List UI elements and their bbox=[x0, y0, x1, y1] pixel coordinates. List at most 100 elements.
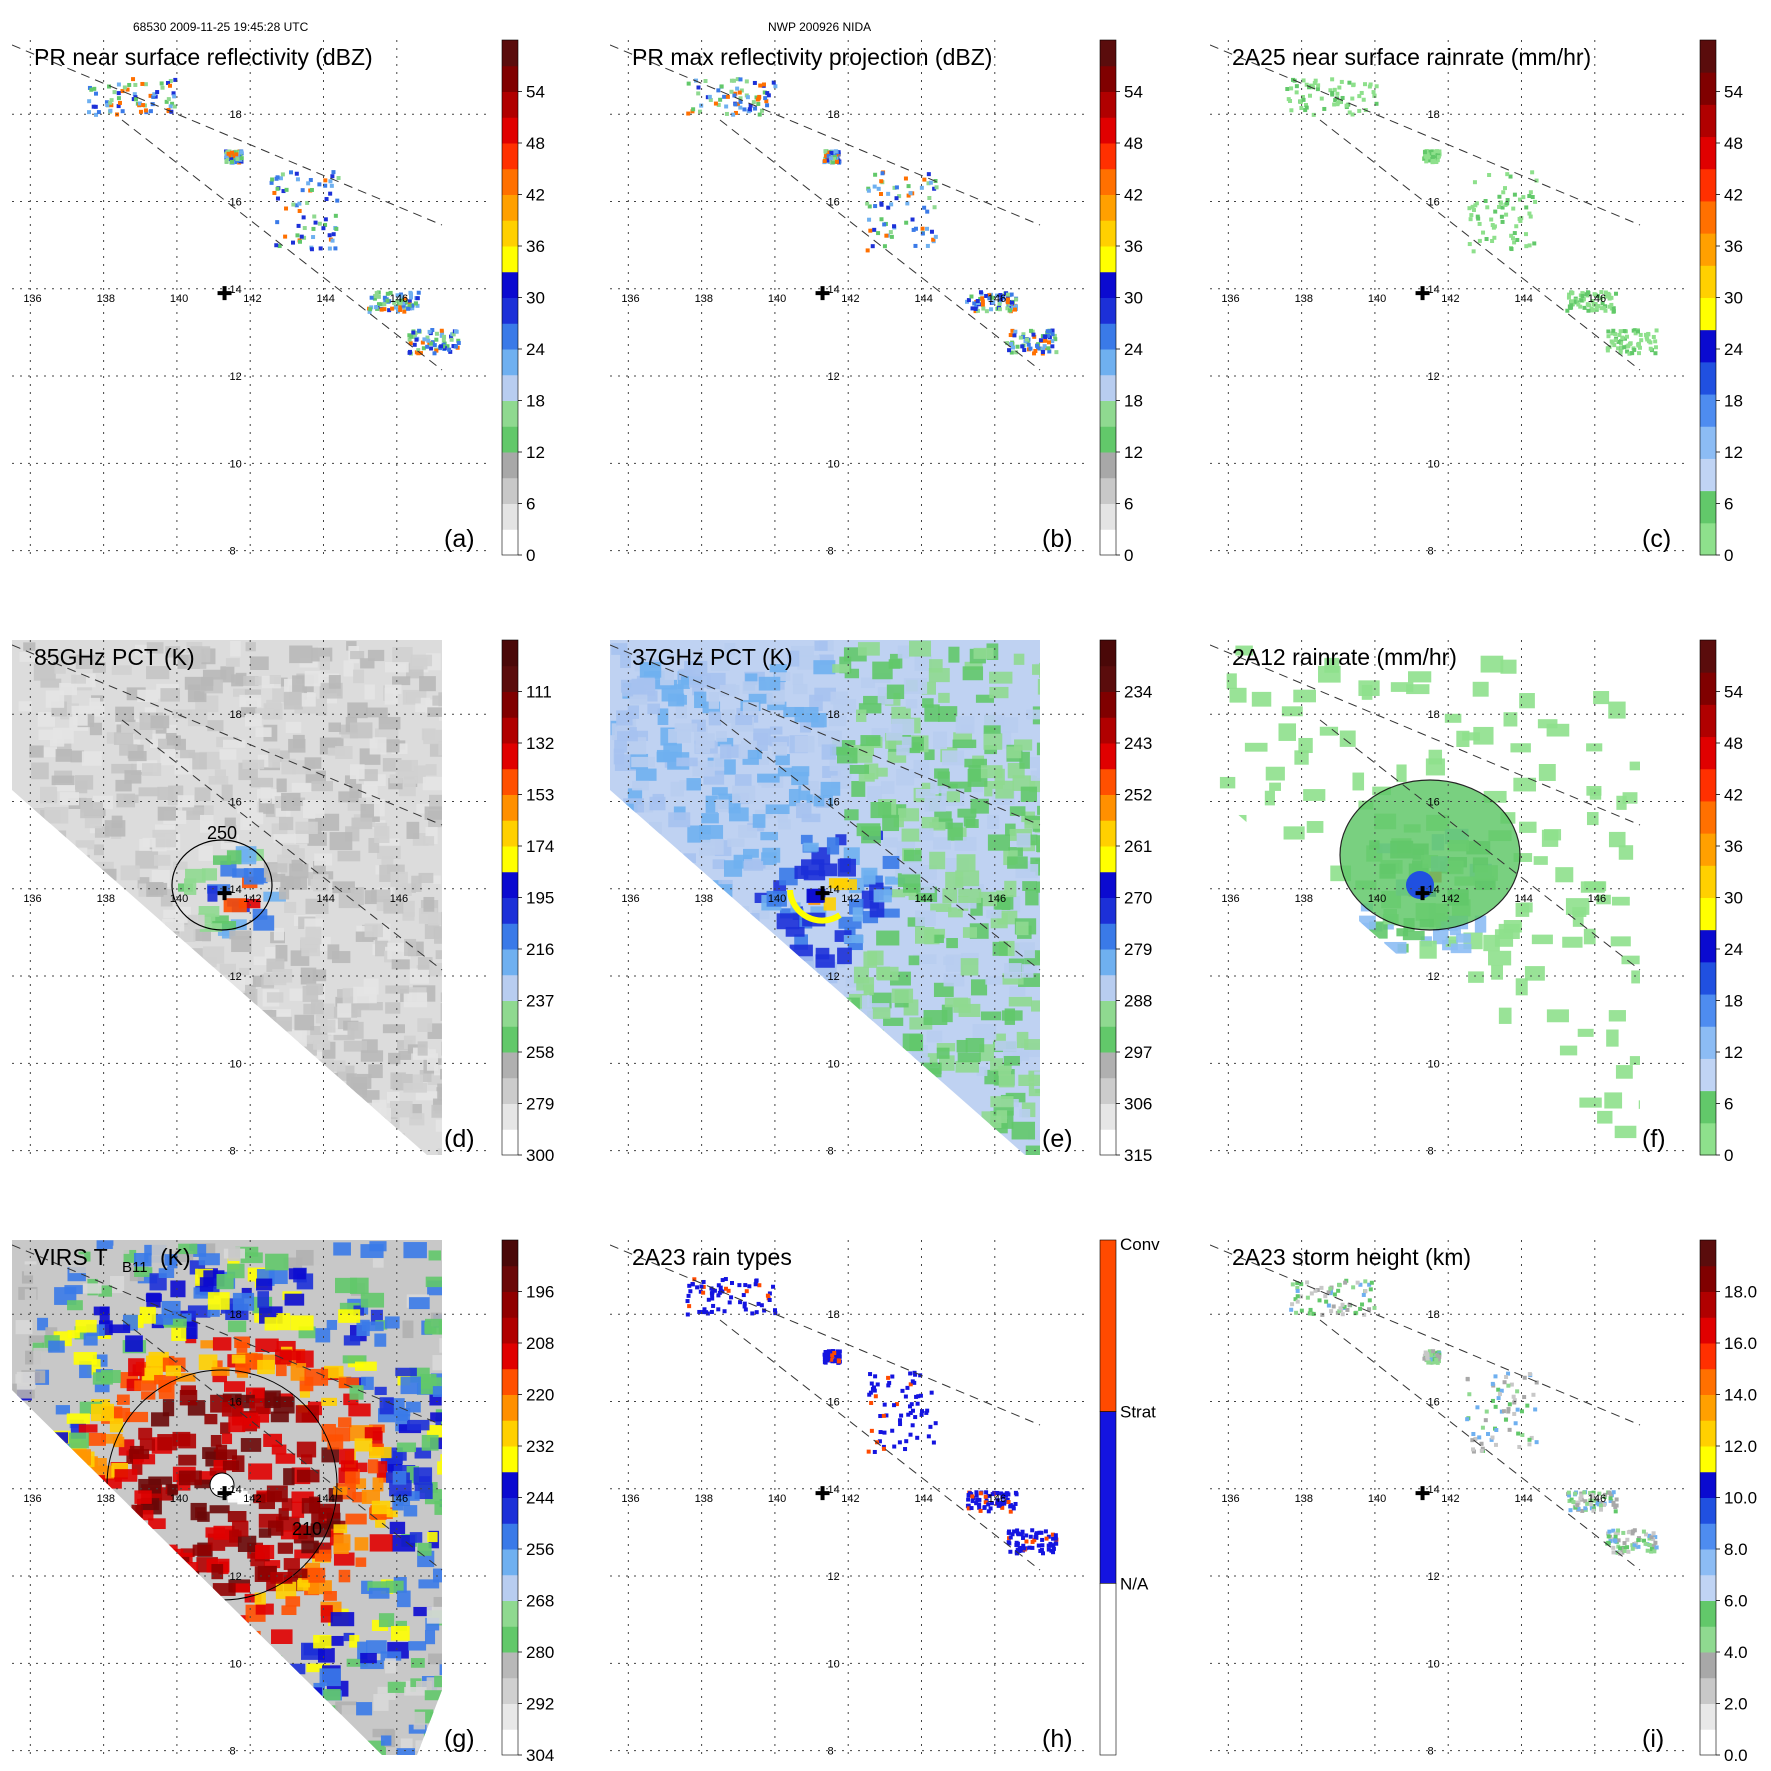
swath-cell bbox=[1016, 1031, 1029, 1049]
pr-pixel bbox=[866, 1449, 871, 1454]
pr-pixel bbox=[409, 292, 414, 297]
pr-pixel bbox=[742, 1301, 747, 1306]
swath-cell bbox=[310, 1064, 321, 1079]
swath-cell bbox=[260, 785, 271, 804]
lat-tick-label: 10 bbox=[828, 458, 840, 470]
pr-pixel bbox=[1014, 1551, 1019, 1556]
swath-cell bbox=[856, 823, 881, 837]
pr-pixel bbox=[1517, 216, 1522, 221]
colorbar-step bbox=[1700, 361, 1716, 395]
swath-cell bbox=[1390, 682, 1414, 692]
swath-cell bbox=[801, 781, 819, 791]
swath-cell bbox=[202, 805, 214, 822]
swath-cell bbox=[56, 1649, 67, 1659]
swath-cell bbox=[24, 1264, 38, 1276]
swath-cell bbox=[437, 1461, 442, 1475]
swath-cell bbox=[369, 1446, 392, 1459]
swath-cell bbox=[228, 1246, 241, 1262]
swath-cell bbox=[720, 744, 732, 759]
pr-pixel bbox=[688, 1289, 693, 1294]
swath-cell bbox=[174, 1139, 186, 1152]
pr-pixel bbox=[981, 306, 986, 311]
swath-cell bbox=[272, 687, 288, 702]
swath-cell bbox=[328, 722, 341, 733]
storm-center-icon bbox=[815, 286, 830, 301]
swath-cell bbox=[661, 1120, 681, 1132]
swath-cell bbox=[670, 1062, 692, 1080]
swath-cell bbox=[628, 854, 652, 872]
lon-tick-label: 140 bbox=[1368, 293, 1386, 305]
swath-cell bbox=[1235, 645, 1253, 656]
pr-pixel bbox=[1531, 1392, 1536, 1397]
pr-pixel bbox=[408, 341, 413, 346]
swath-cell bbox=[39, 1031, 52, 1041]
swath-cell bbox=[238, 898, 261, 909]
swath-cell bbox=[55, 1666, 71, 1679]
swath-cell bbox=[1629, 1056, 1640, 1065]
pr-pixel bbox=[1041, 347, 1046, 352]
swath-cell bbox=[710, 654, 730, 671]
swath-cell bbox=[355, 1361, 377, 1371]
pr-pixel bbox=[1008, 1503, 1013, 1508]
swath-cell bbox=[662, 1147, 680, 1155]
swath-cell bbox=[371, 1099, 387, 1117]
swath-cell bbox=[343, 1752, 361, 1755]
swath-cell bbox=[1269, 854, 1283, 866]
swath-cell bbox=[678, 1091, 698, 1102]
swath-cell bbox=[26, 1030, 40, 1043]
swath-cell bbox=[231, 674, 244, 687]
pr-pixel bbox=[327, 233, 332, 238]
colorbar-tick-label: 30 bbox=[1124, 289, 1143, 308]
pr-pixel bbox=[1033, 1535, 1038, 1540]
swath-cell bbox=[117, 942, 130, 957]
swath-cell bbox=[224, 825, 237, 843]
swath-cell bbox=[30, 941, 48, 959]
swath-cell bbox=[860, 677, 876, 689]
swath-cell bbox=[128, 1138, 147, 1148]
swath-cell bbox=[980, 1139, 995, 1150]
swath-cell bbox=[116, 1109, 130, 1119]
colorbar-tick-label: 48 bbox=[526, 134, 545, 153]
pr-pixel bbox=[990, 1492, 995, 1497]
pr-pixel bbox=[837, 1353, 842, 1358]
swath-cell bbox=[48, 1340, 65, 1353]
pr-pixel bbox=[297, 201, 302, 206]
swath-cell bbox=[289, 645, 313, 664]
swath-cell bbox=[429, 794, 442, 809]
pr-pixel bbox=[1499, 1409, 1504, 1414]
swath-cell bbox=[678, 669, 693, 680]
swath-cell bbox=[161, 1300, 181, 1319]
pr-pixel bbox=[999, 1491, 1004, 1496]
swath-cell bbox=[258, 1683, 270, 1697]
pr-pixel bbox=[323, 183, 328, 188]
colorbar-step bbox=[502, 1574, 518, 1601]
pr-pixel bbox=[886, 1375, 891, 1380]
swath-cell bbox=[388, 1052, 401, 1065]
pr-pixel bbox=[723, 1286, 728, 1291]
lon-tick-label: 138 bbox=[695, 1493, 713, 1505]
pr-pixel bbox=[878, 1414, 883, 1419]
swath-cell bbox=[247, 1702, 269, 1719]
pr-pixel bbox=[1299, 1308, 1304, 1313]
swath-cell bbox=[873, 889, 892, 903]
swath-cell bbox=[179, 1562, 199, 1574]
pr-pixel bbox=[1426, 155, 1431, 160]
swath-cell bbox=[88, 990, 103, 1005]
swath-cell bbox=[96, 1529, 108, 1545]
swath-cell bbox=[240, 705, 257, 718]
swath-cell bbox=[714, 1071, 733, 1088]
colorbar-tick-label: 244 bbox=[526, 1489, 554, 1508]
swath-cell bbox=[389, 1521, 406, 1535]
pr-pixel bbox=[1326, 1290, 1331, 1295]
swath-cell bbox=[82, 1619, 96, 1630]
pr-pixel bbox=[430, 328, 435, 333]
swath-cell bbox=[796, 956, 814, 975]
swath-cell bbox=[616, 710, 633, 726]
pr-pixel bbox=[1035, 345, 1040, 350]
swath-cell bbox=[754, 1115, 766, 1125]
swath-cell bbox=[360, 1244, 384, 1258]
pr-pixel bbox=[442, 334, 447, 339]
pr-pixel bbox=[1002, 1500, 1007, 1505]
swath-cell bbox=[40, 786, 58, 804]
swath-cell bbox=[409, 1113, 425, 1126]
